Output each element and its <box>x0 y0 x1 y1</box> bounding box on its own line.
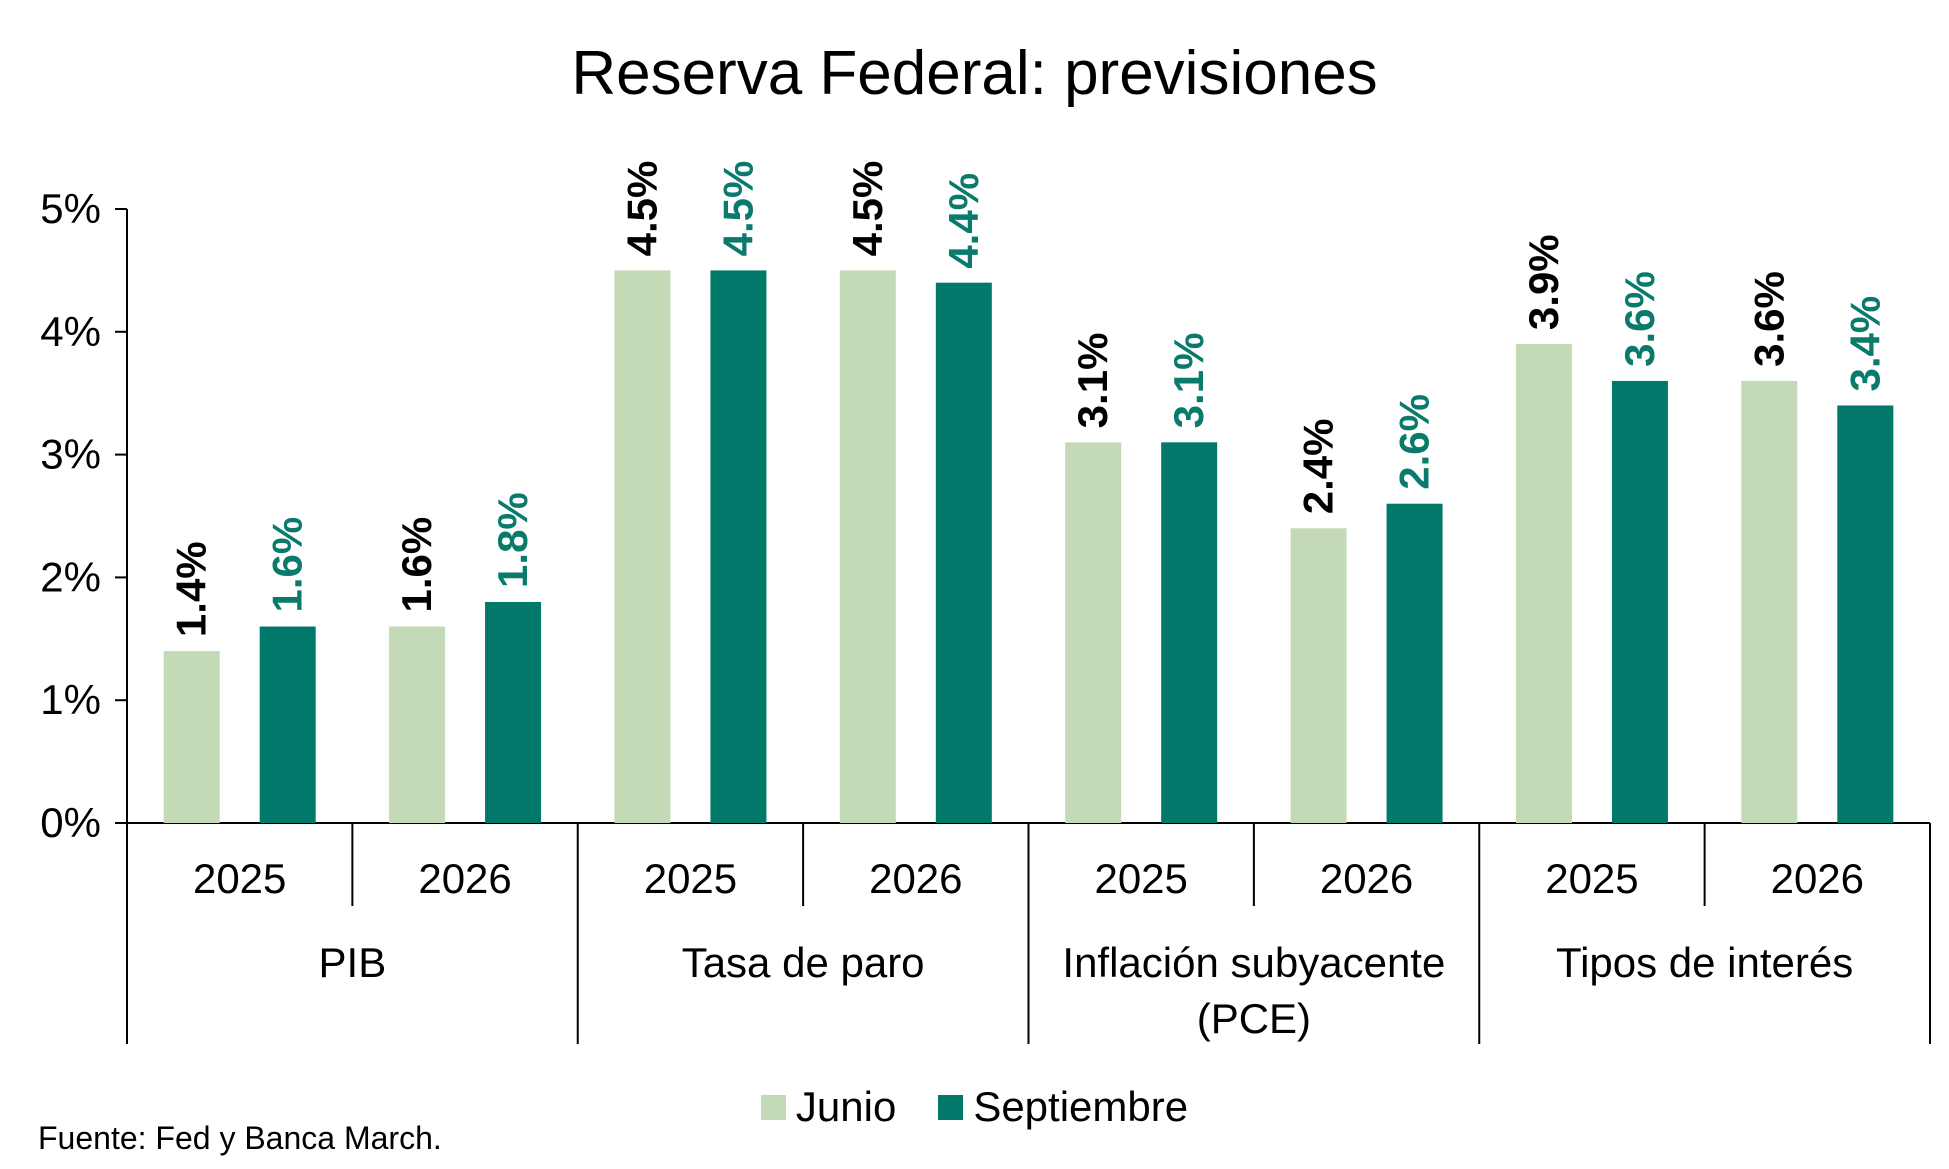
y-tick-label: 4% <box>40 308 101 355</box>
data-label-septiembre: 3.6% <box>1616 271 1663 367</box>
data-label-junio: 3.9% <box>1520 234 1567 330</box>
source-note: Fuente: Fed y Banca March. <box>38 1120 442 1156</box>
data-label-septiembre: 2.6% <box>1391 394 1438 490</box>
y-tick-label: 2% <box>40 553 101 600</box>
legend-item-junio: Junio <box>760 1083 897 1131</box>
bar-septiembre <box>710 270 767 823</box>
bar-junio <box>1515 344 1572 823</box>
bar-septiembre <box>259 626 316 823</box>
bar-septiembre <box>1837 405 1894 823</box>
data-label-junio: 1.4% <box>168 541 215 637</box>
bar-junio <box>614 270 671 823</box>
x-group-label: Tasa de paro <box>682 939 925 986</box>
x-category-label: 2025 <box>1545 855 1638 902</box>
x-group-label: PIB <box>319 939 387 986</box>
data-label-septiembre: 1.6% <box>264 517 311 613</box>
x-category-label: 2025 <box>644 855 737 902</box>
chart-title: Reserva Federal: previsiones <box>571 39 1378 108</box>
bar-junio <box>389 626 446 823</box>
y-tick-label: 0% <box>40 799 101 846</box>
legend-label-septiembre: Septiembre <box>973 1083 1189 1130</box>
bar-septiembre <box>485 601 542 823</box>
data-label-junio: 2.4% <box>1295 419 1342 515</box>
bar-septiembre <box>1161 442 1218 823</box>
legend-item-septiembre: Septiembre <box>938 1083 1188 1131</box>
data-label-septiembre: 4.5% <box>714 161 761 257</box>
x-category-label: 2025 <box>1094 855 1187 902</box>
data-label-junio: 1.6% <box>393 517 440 613</box>
y-tick-label: 3% <box>40 431 101 478</box>
data-label-septiembre: 3.4% <box>1841 296 1888 392</box>
legend-swatch-junio <box>760 1094 786 1120</box>
data-label-junio: 3.6% <box>1745 271 1792 367</box>
x-group-label: (PCE) <box>1197 995 1311 1042</box>
data-label-septiembre: 4.4% <box>940 173 987 269</box>
y-tick-label: 1% <box>40 676 101 723</box>
x-group-label: Inflación subyacente <box>1062 939 1445 986</box>
x-category-label: 2026 <box>869 855 962 902</box>
x-group-label: Tipos de interés <box>1556 939 1853 986</box>
data-label-junio: 4.5% <box>618 161 665 257</box>
bar-junio <box>1290 528 1347 823</box>
legend-label-junio: Junio <box>795 1083 897 1130</box>
y-tick-label: 5% <box>40 185 101 232</box>
x-category-label: 2025 <box>193 855 286 902</box>
x-category-label: 2026 <box>1771 855 1864 902</box>
data-label-junio: 4.5% <box>844 161 891 257</box>
data-label-junio: 3.1% <box>1069 333 1116 429</box>
x-category-label: 2026 <box>418 855 511 902</box>
data-label-septiembre: 3.1% <box>1165 333 1212 429</box>
legend: Junio Septiembre <box>0 1083 1949 1131</box>
bar-junio <box>163 651 220 823</box>
bar-septiembre <box>935 282 992 823</box>
x-category-label: 2026 <box>1320 855 1413 902</box>
bar-septiembre <box>1386 503 1443 823</box>
bar-junio <box>839 270 896 823</box>
bar-septiembre <box>1611 380 1668 823</box>
bar-junio <box>1065 442 1122 823</box>
data-label-septiembre: 1.8% <box>489 492 536 588</box>
legend-swatch-septiembre <box>938 1094 964 1120</box>
bar-junio <box>1741 380 1798 823</box>
